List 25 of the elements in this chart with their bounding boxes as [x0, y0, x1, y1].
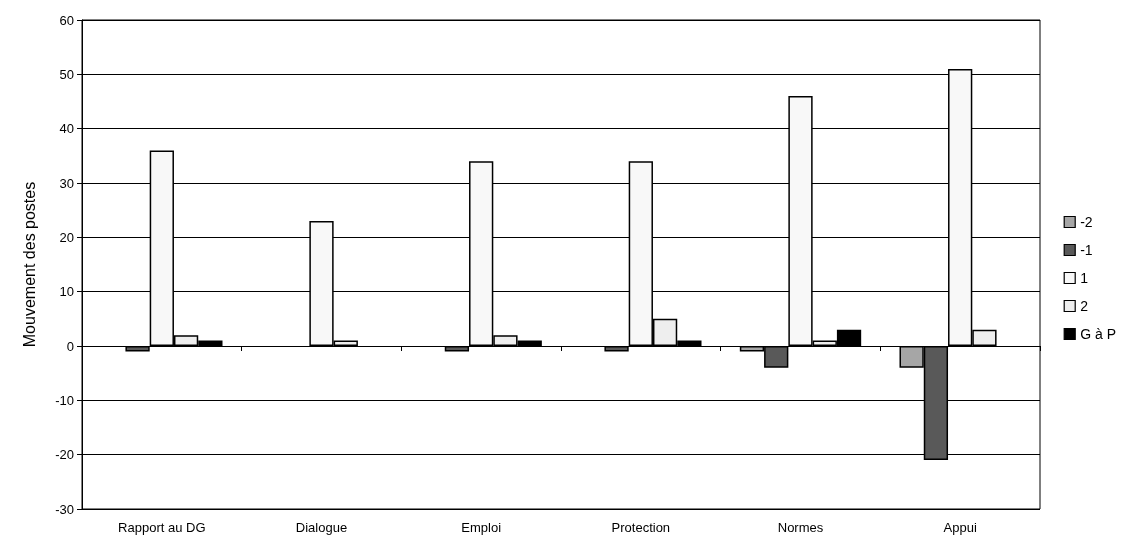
legend-label: -1	[1080, 242, 1093, 258]
y-tick-label: 10	[59, 284, 74, 300]
y-tick-label: -30	[55, 501, 74, 517]
legend-label: 1	[1080, 270, 1089, 286]
y-tick-label: 40	[59, 121, 74, 137]
y-tick-label: 30	[59, 175, 74, 191]
x-tick-label: Normes	[777, 520, 824, 535]
x-tick-label: Emploi	[461, 520, 502, 535]
y-tick-label: -20	[55, 447, 74, 463]
y-axis-title: Mouvement des postes	[20, 181, 38, 348]
x-tick-label: Protection	[611, 520, 671, 535]
x-tick-label: Appui	[943, 520, 977, 535]
bar	[444, 346, 470, 352]
legend-label: G à P	[1080, 326, 1116, 342]
legend-label: 2	[1080, 298, 1089, 314]
y-tick-label: 60	[59, 12, 74, 28]
y-tick-label: 20	[59, 229, 74, 245]
y-tick-label: -10	[55, 392, 74, 408]
y-tick-label: 50	[59, 66, 74, 82]
bar	[604, 346, 629, 352]
x-tick-label: Rapport au DG	[118, 520, 206, 535]
x-tick-label: Dialogue	[295, 520, 348, 535]
y-tick-label: 0	[66, 338, 74, 354]
legend-label: -2	[1080, 214, 1093, 230]
bar	[125, 346, 150, 352]
